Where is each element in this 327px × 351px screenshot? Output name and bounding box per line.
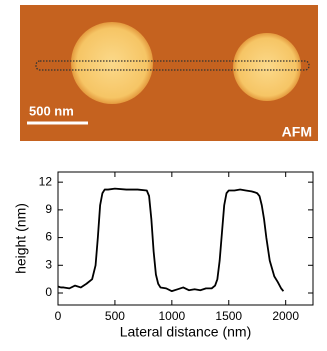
y-tick-label: 6: [45, 230, 52, 244]
x-tick-label: 1500: [215, 309, 242, 323]
profile-line: [57, 187, 285, 293]
profile-path: [35, 60, 310, 71]
afm-image: 500 nm AFM: [20, 5, 318, 141]
image-label: AFM: [282, 124, 312, 140]
x-tick-label: 2000: [272, 309, 299, 323]
x-tick-label: 1000: [158, 309, 185, 323]
y-axis-label: height (nm): [13, 203, 29, 274]
y-tick-label: 3: [45, 257, 52, 271]
afm-particle: [233, 33, 301, 101]
y-tick-label: 9: [45, 202, 52, 216]
plot: 0 500 1000 1500 2000 0 3 6 9 12 Lateral distance (…: [13, 171, 314, 340]
x-tick-label: 500: [105, 309, 125, 323]
afm-particle: [71, 22, 153, 104]
x-tick-label: 0: [55, 309, 62, 323]
x-axis-label: Lateral distance (nm): [120, 324, 252, 340]
scale-label: 500 nm: [29, 103, 74, 118]
y-tick-label: 0: [45, 285, 52, 299]
y-tick-label: 12: [39, 174, 53, 188]
plot-frame: [57, 171, 314, 306]
